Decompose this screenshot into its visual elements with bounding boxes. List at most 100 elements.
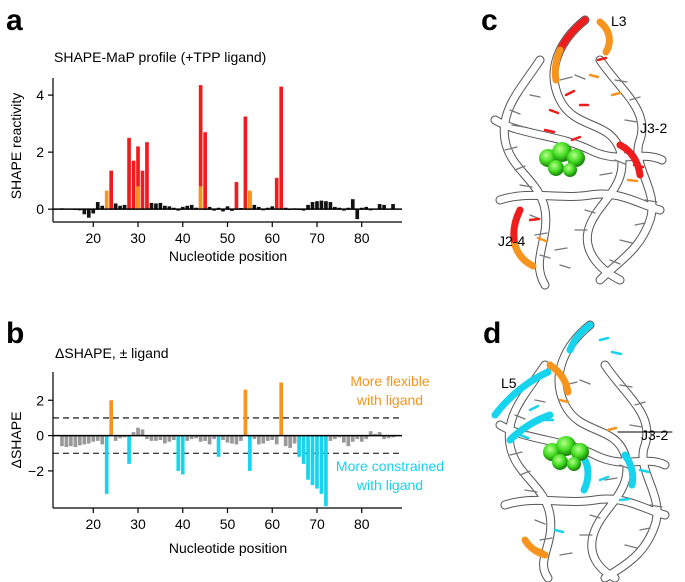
bar-black-69 [310, 202, 315, 210]
x-tick-label: 20 [85, 230, 101, 246]
bar-red-54 [243, 116, 248, 210]
bar-gray-85 [382, 435, 386, 440]
bar-gray-81 [364, 435, 369, 440]
bar-gray-41 [185, 435, 190, 441]
x-tick-label: 30 [130, 230, 146, 246]
bar-gray-60 [270, 435, 275, 440]
chart-b-xlabel: Nucleotide position [169, 540, 287, 556]
panel-d: d [483, 317, 673, 582]
bar-black-74 [333, 206, 337, 210]
bar-red-61 [274, 177, 279, 210]
bar-black-71 [319, 200, 324, 210]
bar-red-44 [198, 85, 203, 210]
bar-gray-27 [122, 435, 127, 438]
bar-cyan-48 [216, 435, 221, 457]
panel-letter-c: c [481, 4, 498, 37]
x-tick-label: 80 [354, 516, 370, 532]
panel-letter-d: d [483, 317, 501, 350]
bar-gray-13 [60, 435, 64, 447]
annotation-more-flexible: More flexible with ligand [350, 373, 430, 408]
bar-gray-26 [118, 435, 122, 439]
bar-black-60 [270, 206, 275, 210]
bar-gray-51 [230, 435, 234, 444]
bar-red-52 [234, 182, 239, 210]
bar-gray-17 [78, 435, 82, 446]
bar-orange-55 [248, 190, 252, 210]
bar-red-29 [131, 160, 136, 210]
bar-gray-25 [113, 435, 118, 441]
annotation-more-constrained: More constrained with ligand [336, 458, 444, 493]
bar-black-51 [230, 209, 234, 211]
panel-c: c [481, 4, 667, 290]
bar-cyan-69 [310, 435, 315, 486]
bar-gray-20 [91, 435, 96, 442]
bar-cyan-55 [248, 435, 252, 471]
bar-cyan-28 [127, 435, 131, 464]
bar-gray-46 [207, 435, 212, 445]
bar-gray-61 [274, 435, 279, 445]
bar-gray-44 [198, 435, 203, 442]
bar-gray-52 [234, 435, 239, 445]
y-tick-label: 2 [36, 144, 44, 160]
bar-gray-45 [203, 435, 207, 441]
bar-red-24 [109, 170, 114, 210]
bar-gray-57 [256, 435, 261, 445]
bar-gray-64 [288, 435, 292, 448]
bar-orange-24 [109, 400, 114, 436]
bar-black-25 [113, 203, 118, 210]
bar-cyan-67 [301, 435, 306, 464]
bar-gray-80 [359, 435, 364, 442]
bar-gray-84 [377, 432, 382, 436]
bar-gray-36 [163, 435, 167, 444]
bar-gray-30 [136, 427, 140, 436]
chart-b-ylabel: ΔSHAPE [8, 412, 24, 469]
bar-black-27 [122, 204, 127, 210]
y-tick-label: 0 [36, 201, 44, 217]
bar-gray-38 [171, 435, 176, 440]
bar-gray-22 [100, 435, 105, 445]
bar-black-68 [306, 204, 310, 210]
bar-gray-79 [355, 435, 360, 440]
label-d-l5: L5 [501, 375, 517, 391]
bar-gray-56 [252, 435, 257, 440]
bar-black-46 [207, 206, 212, 210]
bar-cyan-72 [324, 435, 328, 507]
bar-gray-47 [212, 435, 216, 440]
label-d-j3-2: J3-2 [641, 427, 668, 443]
bar-gray-34 [154, 435, 158, 441]
chart-a-ylabel: SHAPE reactivity [8, 93, 24, 200]
bar-cyan-68 [306, 435, 310, 480]
x-tick-label: 40 [175, 516, 191, 532]
bar-black-56 [252, 204, 257, 210]
bar-black-33 [149, 202, 154, 210]
bar-black-20 [91, 209, 96, 214]
chart-a-title: SHAPE-MaP profile (+TPP ligand) [54, 49, 266, 65]
bar-gray-14 [64, 435, 69, 448]
chart-a-xlabel: Nucleotide position [169, 248, 287, 264]
bar-gray-75 [337, 435, 342, 438]
y-tick-label: 4 [36, 87, 44, 103]
x-tick-label: 60 [264, 230, 280, 246]
bar-gray-74 [333, 435, 337, 440]
x-tick-label: 80 [354, 230, 370, 246]
bar-black-26 [118, 205, 122, 210]
panel-a: a SHAPE-MaP profile (+TPP ligand) SHAPE … [6, 4, 402, 264]
rna-structure-d [491, 320, 673, 582]
bar-cyan-71 [319, 435, 324, 494]
bar-gray-83 [373, 433, 377, 436]
bar-red-30 [136, 146, 140, 210]
bar-black-49 [221, 209, 225, 212]
bar-gray-53 [239, 435, 243, 441]
bar-black-21 [95, 202, 100, 210]
bar-gray-50 [225, 435, 230, 443]
bar-gray-82 [368, 431, 373, 436]
bar-gray-78 [350, 435, 355, 442]
bar-gray-31 [140, 429, 145, 436]
chart-b-title: ΔSHAPE, ± ligand [55, 345, 169, 361]
bar-orange-44 [198, 186, 203, 210]
bar-black-81 [364, 206, 369, 210]
x-tick-label: 40 [175, 230, 191, 246]
bar-gray-29 [131, 432, 136, 436]
bar-black-22 [100, 205, 105, 210]
bar-orange-54 [243, 389, 248, 436]
